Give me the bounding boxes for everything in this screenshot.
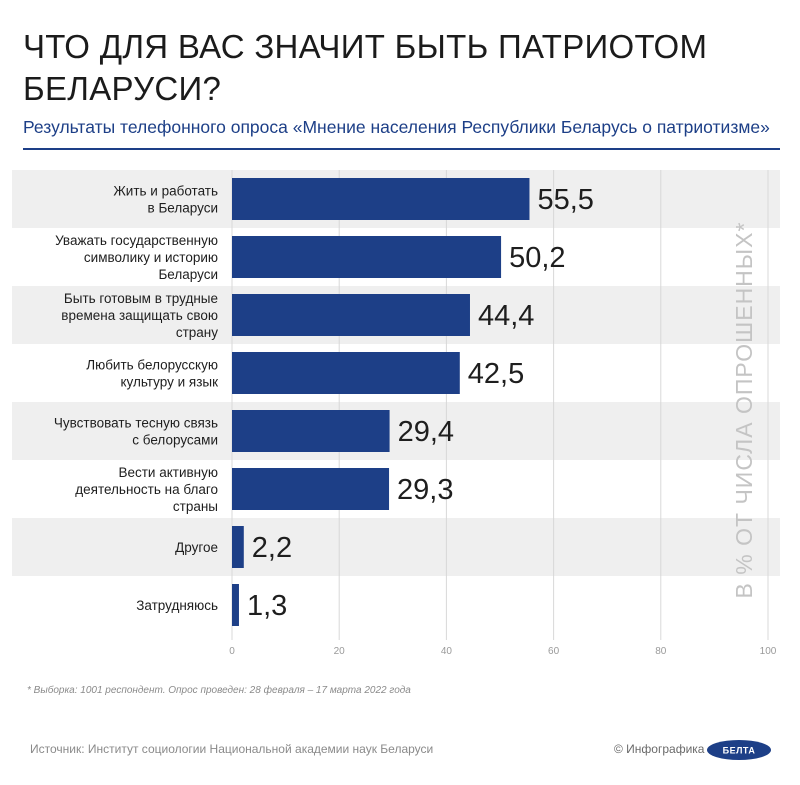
value-label: 1,3 (247, 590, 287, 622)
value-labels: 55,5 50,2 44,4 42,5 29,4 29,3 2,2 1,3 (247, 184, 594, 622)
category-label-line: культуру и язык (120, 375, 218, 390)
belta-logo: БЕЛТА (707, 740, 771, 760)
x-tick-label: 80 (655, 646, 667, 657)
category-label: Другое (175, 540, 218, 555)
bar (232, 584, 239, 626)
bar (232, 468, 390, 510)
category-label-line: Быть готовым в трудные (64, 291, 218, 306)
category-label-line: Беларуси (158, 267, 218, 282)
bar (232, 352, 460, 394)
category-label-line: Чувствовать тесную связь (54, 416, 218, 431)
bar (232, 236, 502, 278)
axis-unit-label: В % ОТ ЧИСЛА ОПРОШЕННЫХ* (731, 222, 757, 599)
category-label-line: Любить белорусскую (86, 358, 218, 373)
x-tick-label: 100 (760, 646, 777, 657)
value-label: 44,4 (478, 300, 534, 332)
bars (232, 178, 530, 626)
page-title: ЧТО ДЛЯ ВАС ЗНАЧИТ БЫТЬ ПАТРИОТОМ БЕЛАРУ… (23, 28, 708, 107)
header-divider (23, 148, 780, 150)
bar (232, 294, 470, 336)
source-note: Источник: Институт социологии Национальн… (30, 742, 434, 756)
credit-note: © Инфографика (614, 742, 705, 756)
category-label-line: Вести активную (118, 465, 218, 480)
category-labels: Жить и работать в Беларуси Уважать государ… (54, 184, 218, 614)
category-label-line: Уважать государственную (55, 233, 218, 248)
x-tick-labels: 0 20 40 60 80 100 (229, 646, 777, 657)
value-label: 2,2 (252, 532, 292, 564)
x-tick-label: 20 (334, 646, 346, 657)
footnote: * Выборка: 1001 респондент. Опрос провед… (27, 685, 411, 696)
category-label: Уважать государственную символику и истор… (55, 233, 218, 282)
value-label: 29,4 (398, 416, 454, 448)
category-label-line: страну (176, 325, 218, 340)
category-label-line: символику и историю (84, 250, 218, 265)
category-label-line: Жить и работать (113, 184, 218, 199)
value-label: 42,5 (468, 358, 524, 390)
category-label-line: с белорусами (132, 433, 218, 448)
category-label-line: Другое (175, 540, 218, 555)
category-label: Затрудняюсь (136, 598, 218, 613)
category-label: Жить и работать в Беларуси (113, 184, 218, 216)
bar (232, 178, 530, 220)
value-label: 50,2 (509, 242, 565, 274)
bar-chart: Жить и работать в Беларуси Уважать государ… (12, 170, 780, 657)
category-label-line: страны (173, 499, 218, 514)
category-label-line: деятельность на благо (75, 482, 218, 497)
bar (232, 410, 390, 452)
category-label: Быть готовым в трудные времена защищать с… (61, 291, 218, 340)
category-label: Любить белорусскую культуру и язык (86, 358, 218, 390)
x-tick-label: 0 (229, 646, 235, 657)
category-label-line: Затрудняюсь (136, 598, 218, 613)
row-band (12, 518, 780, 576)
value-label: 55,5 (537, 184, 593, 216)
value-label: 29,3 (397, 474, 453, 506)
category-label-line: в Беларуси (148, 201, 218, 216)
category-label: Вести активную деятельность на благо стран… (75, 465, 218, 514)
x-tick-label: 60 (548, 646, 560, 657)
category-label-line: времена защищать свою (61, 308, 218, 323)
bar (232, 526, 244, 568)
x-tick-label: 40 (441, 646, 453, 657)
logo-text: БЕЛТА (723, 746, 756, 756)
row-band (12, 402, 780, 460)
category-label: Чувствовать тесную связь с белорусами (54, 416, 218, 448)
page-subtitle: Результаты телефонного опроса «Мнение на… (23, 117, 770, 137)
